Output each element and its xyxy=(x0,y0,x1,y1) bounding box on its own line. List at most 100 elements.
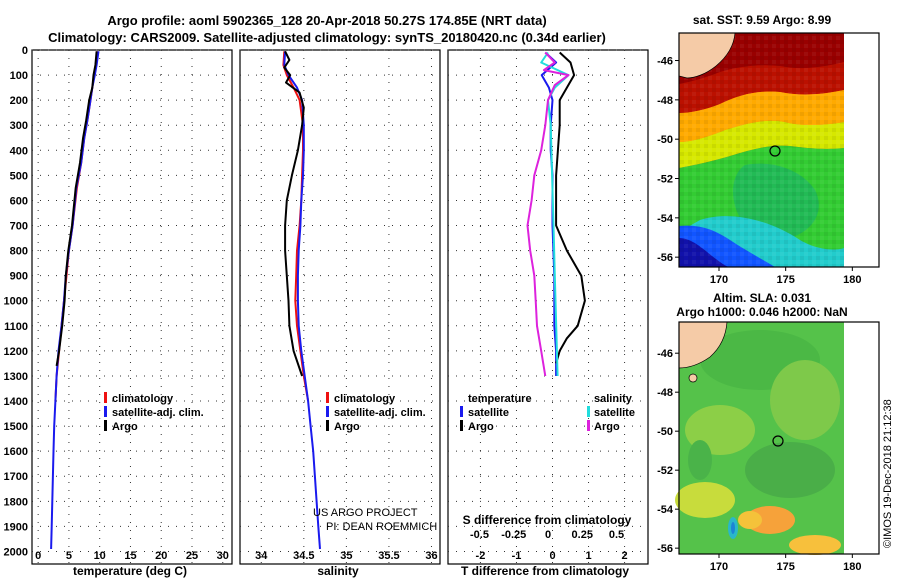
x-tick-label: 5 xyxy=(66,550,72,562)
map-y-tick-label: -50 xyxy=(657,426,673,438)
depth-tick-label: 0 xyxy=(22,45,28,57)
map-y-tick-label: -52 xyxy=(657,465,673,477)
depth-tick-label: 500 xyxy=(10,170,28,182)
map-x-tick-label: 170 xyxy=(710,561,728,573)
legend-swatch-argo xyxy=(326,420,329,431)
temperature-xlabel: temperature (deg C) xyxy=(73,564,187,578)
x-tick-label: 34 xyxy=(255,550,268,562)
depth-ticks: 0 100 200 300 400 500 600 700 800 900 1000 1100 1200… xyxy=(4,45,28,558)
s-diff-tick-label: 0.5 xyxy=(609,529,624,541)
series-line-t-argo xyxy=(555,51,586,364)
x-tick-label: 35.5 xyxy=(378,550,399,562)
legend-swatch-t-satellite xyxy=(460,406,463,417)
x-tick-label: 0 xyxy=(549,550,555,562)
depth-tick-label: 900 xyxy=(10,271,28,283)
depth-tick-label: 800 xyxy=(10,246,28,258)
legend-swatch-t-argo xyxy=(460,420,463,431)
salinity-legend: climatology satellite-adj. clim. Argo xyxy=(326,392,426,433)
credit-project: US ARGO PROJECT xyxy=(313,507,418,519)
depth-tick-label: 1500 xyxy=(4,421,28,433)
map-y-tick-label: -54 xyxy=(657,213,674,225)
sla-map-title-line2: Argo h1000: 0.046 h2000: NaN xyxy=(676,305,847,319)
depth-tick-label: 700 xyxy=(10,221,28,233)
depth-tick-label: 1200 xyxy=(4,346,28,358)
depth-tick-label: 1800 xyxy=(4,496,28,508)
land-new-zealand xyxy=(678,32,736,79)
argo-float-marker-sla xyxy=(772,435,784,447)
map-y-tick-label: -46 xyxy=(657,348,673,360)
series-line-s-argo xyxy=(526,51,570,377)
series-line-s-satellite xyxy=(540,51,570,377)
difference-legend: temperature satellite Argo salinity sate… xyxy=(460,393,635,433)
legend-title-temperature: temperature xyxy=(468,393,532,405)
x-tick-label: 2 xyxy=(622,550,628,562)
difference-panel-frame xyxy=(447,49,649,565)
x-tick-label: 15 xyxy=(124,550,136,562)
sla-map-title-line1: Altim. SLA: 0.031 xyxy=(713,291,811,305)
x-tick-label: 20 xyxy=(155,550,167,562)
x-tick-label: 1 xyxy=(585,550,591,562)
depth-tick-label: 300 xyxy=(10,120,28,132)
x-tick-label: 30 xyxy=(217,550,229,562)
legend-label-s-argo: Argo xyxy=(594,421,620,433)
map-y-tick-label: -54 xyxy=(657,504,674,516)
land-new-zealand xyxy=(678,321,728,369)
legend-label-t-satellite: satellite xyxy=(468,407,509,419)
s-diff-tick-label: 0.25 xyxy=(572,529,593,541)
s-diff-tick-label: -0.5 xyxy=(470,529,489,541)
series-line-satellite-adj-clim- xyxy=(50,51,100,550)
depth-tick-label: 1100 xyxy=(4,321,28,333)
s-diff-tick-label: -0.25 xyxy=(501,529,526,541)
map-y-tick-label: -50 xyxy=(657,134,673,146)
legend-title-salinity: salinity xyxy=(594,393,633,405)
legend-swatch-s-satellite xyxy=(587,406,590,417)
difference-xlabel: T difference from climatology xyxy=(461,564,629,578)
map-y-tick-label: -48 xyxy=(657,95,673,107)
salinity-panel-frame xyxy=(239,49,441,565)
legend-swatch-argo xyxy=(104,420,107,431)
sst-map-title: sat. SST: 9.59 Argo: 8.99 xyxy=(693,13,832,27)
map-y-tick-label: -56 xyxy=(657,252,673,264)
legend-swatch-climatology xyxy=(104,392,107,403)
depth-tick-label: 400 xyxy=(10,145,28,157)
map-x-tick-label: 175 xyxy=(776,274,794,286)
legend-label-satellite: satellite-adj. clim. xyxy=(334,407,426,419)
grid-layer xyxy=(32,49,648,564)
x-tick-label: -2 xyxy=(476,550,486,562)
x-tick-label: 25 xyxy=(186,550,198,562)
sst-map-ticks: 170 175 180 -46 -48 -50 -52 -54 -56 xyxy=(657,56,861,286)
sla-map-ticks: 170 175 180 -46 -48 -50 -52 -54 -56 xyxy=(657,348,861,573)
map-y-tick-label: -52 xyxy=(657,174,673,186)
series-line-climatology xyxy=(282,51,310,402)
imos-watermark: ©IMOS 19-Dec-2018 21:12:38 xyxy=(882,399,894,548)
s-diff-tick-label: 0 xyxy=(545,529,551,541)
map-x-tick-label: 175 xyxy=(776,561,794,573)
depth-tick-label: 1400 xyxy=(4,396,28,408)
legend-label-t-argo: Argo xyxy=(468,421,494,433)
legend-label-argo: Argo xyxy=(112,421,138,433)
x-tick-label: -1 xyxy=(512,550,522,562)
salinity-difference-xlabel: S difference from climatology xyxy=(463,513,632,527)
legend-label-s-satellite: satellite xyxy=(594,407,635,419)
credit-pi: PI: DEAN ROEMMICH xyxy=(326,521,437,533)
x-tick-label: 35 xyxy=(340,550,352,562)
series-line-argo xyxy=(55,51,98,367)
depth-tick-label: 2000 xyxy=(4,546,28,558)
series-line-argo xyxy=(283,50,305,377)
depth-tick-label: 1600 xyxy=(4,446,28,458)
legend-swatch-climatology xyxy=(326,392,329,403)
map-y-tick-label: -56 xyxy=(657,543,673,555)
legend-swatch-satellite xyxy=(326,406,329,417)
sst-map xyxy=(678,32,880,268)
figure-title-line1: Argo profile: aoml 5902365_128 20-Apr-20… xyxy=(107,13,546,28)
map-x-tick-label: 180 xyxy=(843,274,861,286)
legend-label-climatology: climatology xyxy=(112,393,174,405)
argo-float-marker-sst xyxy=(769,145,781,157)
map-x-tick-label: 180 xyxy=(843,561,861,573)
depth-tick-label: 1700 xyxy=(4,471,28,483)
legend-label-climatology: climatology xyxy=(334,393,396,405)
legend-swatch-s-argo xyxy=(587,420,590,431)
depth-tick-label: 100 xyxy=(10,70,28,82)
depth-tick-label: 200 xyxy=(10,95,28,107)
